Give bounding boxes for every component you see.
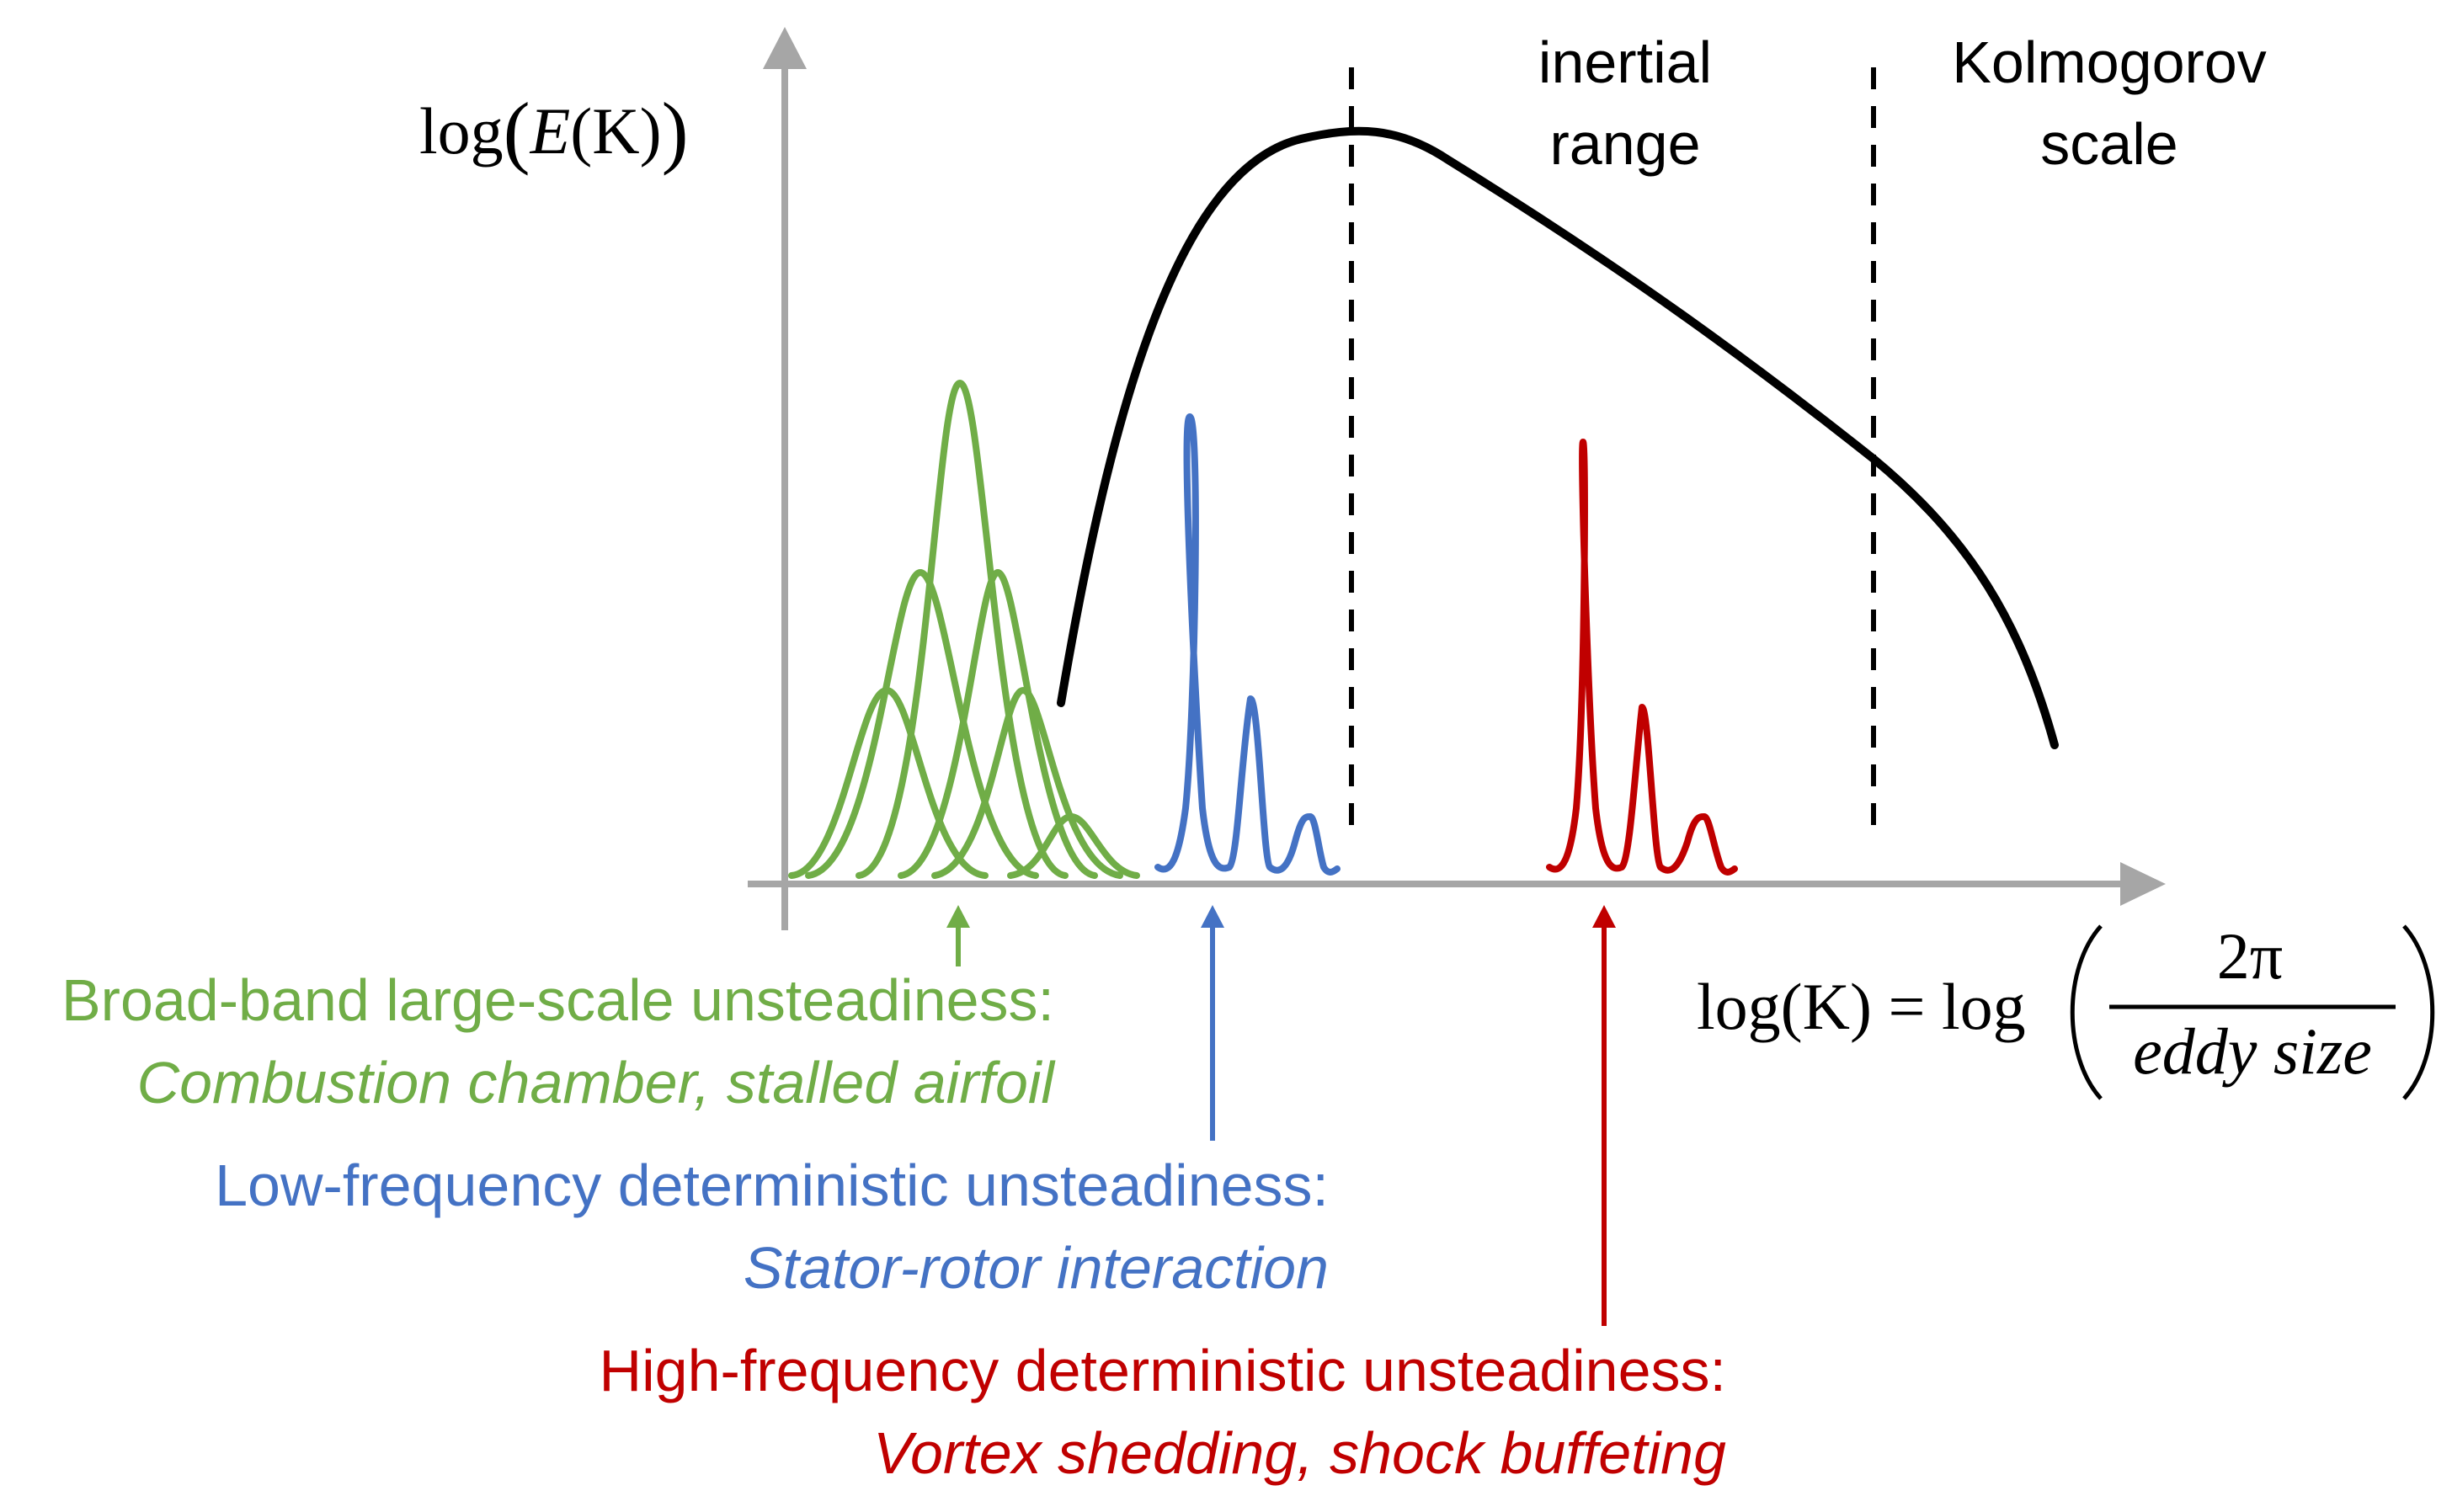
axes	[748, 27, 2166, 930]
low-frequency-peaks	[1154, 413, 1341, 876]
x-axis-label-denominator: eddy size	[2133, 1014, 2372, 1088]
y-axis-arrowhead	[763, 27, 807, 69]
x-axis-label-numerator: 2π	[2217, 919, 2283, 993]
broadband-examples: Combustion chamber, stalled airfoil	[137, 1050, 1057, 1115]
broadband-peak-2	[805, 568, 1039, 879]
broadband-title: Broad-band large-scale unsteadiness:	[61, 967, 1054, 1033]
kolmogorov-label-line2: scale	[2040, 111, 2177, 177]
broadband-peak-6	[1007, 812, 1140, 879]
energy-spectrum-curve	[1057, 126, 2059, 749]
low-frequency-examples: Stator-rotor interaction	[744, 1235, 1329, 1301]
x-axis-left-paren	[2070, 924, 2103, 1100]
x-axis-arrowhead	[2120, 862, 2166, 906]
kolmogorov-label-line1: Kolmogorov	[1952, 29, 2267, 95]
inertial-range-label-line1: inertial	[1538, 29, 1712, 95]
broadband-peak-1	[788, 686, 989, 879]
high-frequency-title: High-frequency deterministic unsteadines…	[600, 1338, 1726, 1403]
x-axis-label-left: log(K) = log	[1697, 970, 2026, 1043]
broadband-arrow	[946, 905, 970, 966]
x-axis-label: log(K) = log 2π eddy size	[1697, 919, 2435, 1100]
inertial-range-label-line2: range	[1549, 111, 1700, 177]
low-frequency-title: Low-frequency deterministic unsteadiness…	[215, 1153, 1329, 1218]
high-frequency-peaks	[1546, 439, 1738, 876]
x-axis-right-paren	[2402, 924, 2435, 1100]
high-frequency-arrow	[1592, 905, 1616, 1326]
y-axis-label: log(E(K))	[419, 86, 689, 176]
broadband-peaks	[788, 379, 1140, 879]
low-frequency-arrow	[1201, 905, 1224, 1141]
broadband-peak-3	[856, 379, 1069, 879]
high-frequency-examples: Vortex shedding, shock buffeting	[873, 1420, 1726, 1486]
broadband-peak-4	[898, 568, 1098, 879]
broadband-peak-5	[931, 686, 1123, 879]
